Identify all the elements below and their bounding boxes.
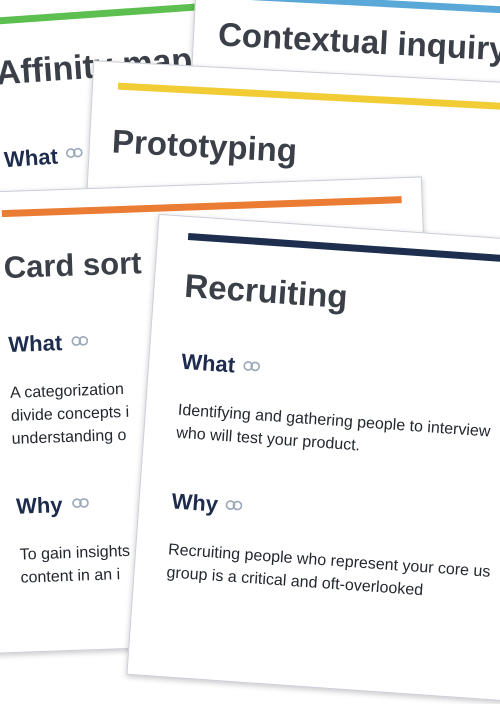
card-color-stripe [1,196,402,218]
body-line: understanding o [11,426,127,448]
heading-label: Why [170,488,219,517]
method-card-card-sort[interactable]: Card sort What A categorization divide c… [0,176,438,654]
section-heading-why: Why [171,488,219,517]
link-icon[interactable] [65,147,83,159]
link-icon[interactable] [71,335,89,347]
body-line: content in an i [20,566,121,587]
method-card-affinity-mapping[interactable]: Affinity mapp What [0,0,291,243]
card-title: Recruiting [183,266,349,316]
card-color-stripe [187,232,500,268]
card-title: Contextual inquiry [217,15,500,68]
link-icon[interactable] [225,499,243,511]
section-heading-what: What [3,144,58,174]
card-title: Prototyping [111,122,299,170]
heading-label: What [7,330,63,357]
heading-label: Why [15,492,63,519]
link-icon[interactable] [243,360,261,372]
section-body-why: To gain insights content in an i [19,540,131,590]
link-icon[interactable] [72,497,89,509]
section-heading-what: What [8,330,63,358]
section-body-what: A categorization divide concepts i under… [10,378,131,451]
section-body-what: Identifying and gathering people to inte… [176,399,492,467]
card-color-stripe [117,82,500,112]
heading-label: What [3,143,59,173]
card-title: Card sort [3,245,143,286]
section-heading-what: What [180,348,236,379]
section-heading-why: Why [16,492,63,520]
heading-label: What [180,348,236,378]
section-body-why: Recruiting people who represent your cor… [166,538,491,606]
card-color-stripe [196,0,500,15]
method-card-recruiting[interactable]: Recruiting What Identifying and gatherin… [126,213,500,704]
